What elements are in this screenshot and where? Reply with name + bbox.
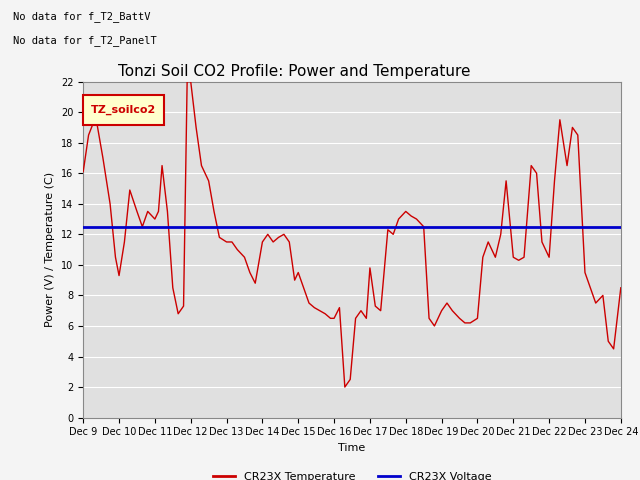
Text: TZ_soilco2: TZ_soilco2 (91, 105, 156, 115)
Text: No data for f_T2_PanelT: No data for f_T2_PanelT (13, 35, 157, 46)
X-axis label: Time: Time (339, 443, 365, 453)
Y-axis label: Power (V) / Temperature (C): Power (V) / Temperature (C) (45, 172, 56, 327)
Legend: CR23X Temperature, CR23X Voltage: CR23X Temperature, CR23X Voltage (208, 467, 496, 480)
Text: No data for f_T2_BattV: No data for f_T2_BattV (13, 11, 150, 22)
Text: Tonzi Soil CO2 Profile: Power and Temperature: Tonzi Soil CO2 Profile: Power and Temper… (118, 64, 470, 79)
FancyBboxPatch shape (83, 95, 164, 125)
